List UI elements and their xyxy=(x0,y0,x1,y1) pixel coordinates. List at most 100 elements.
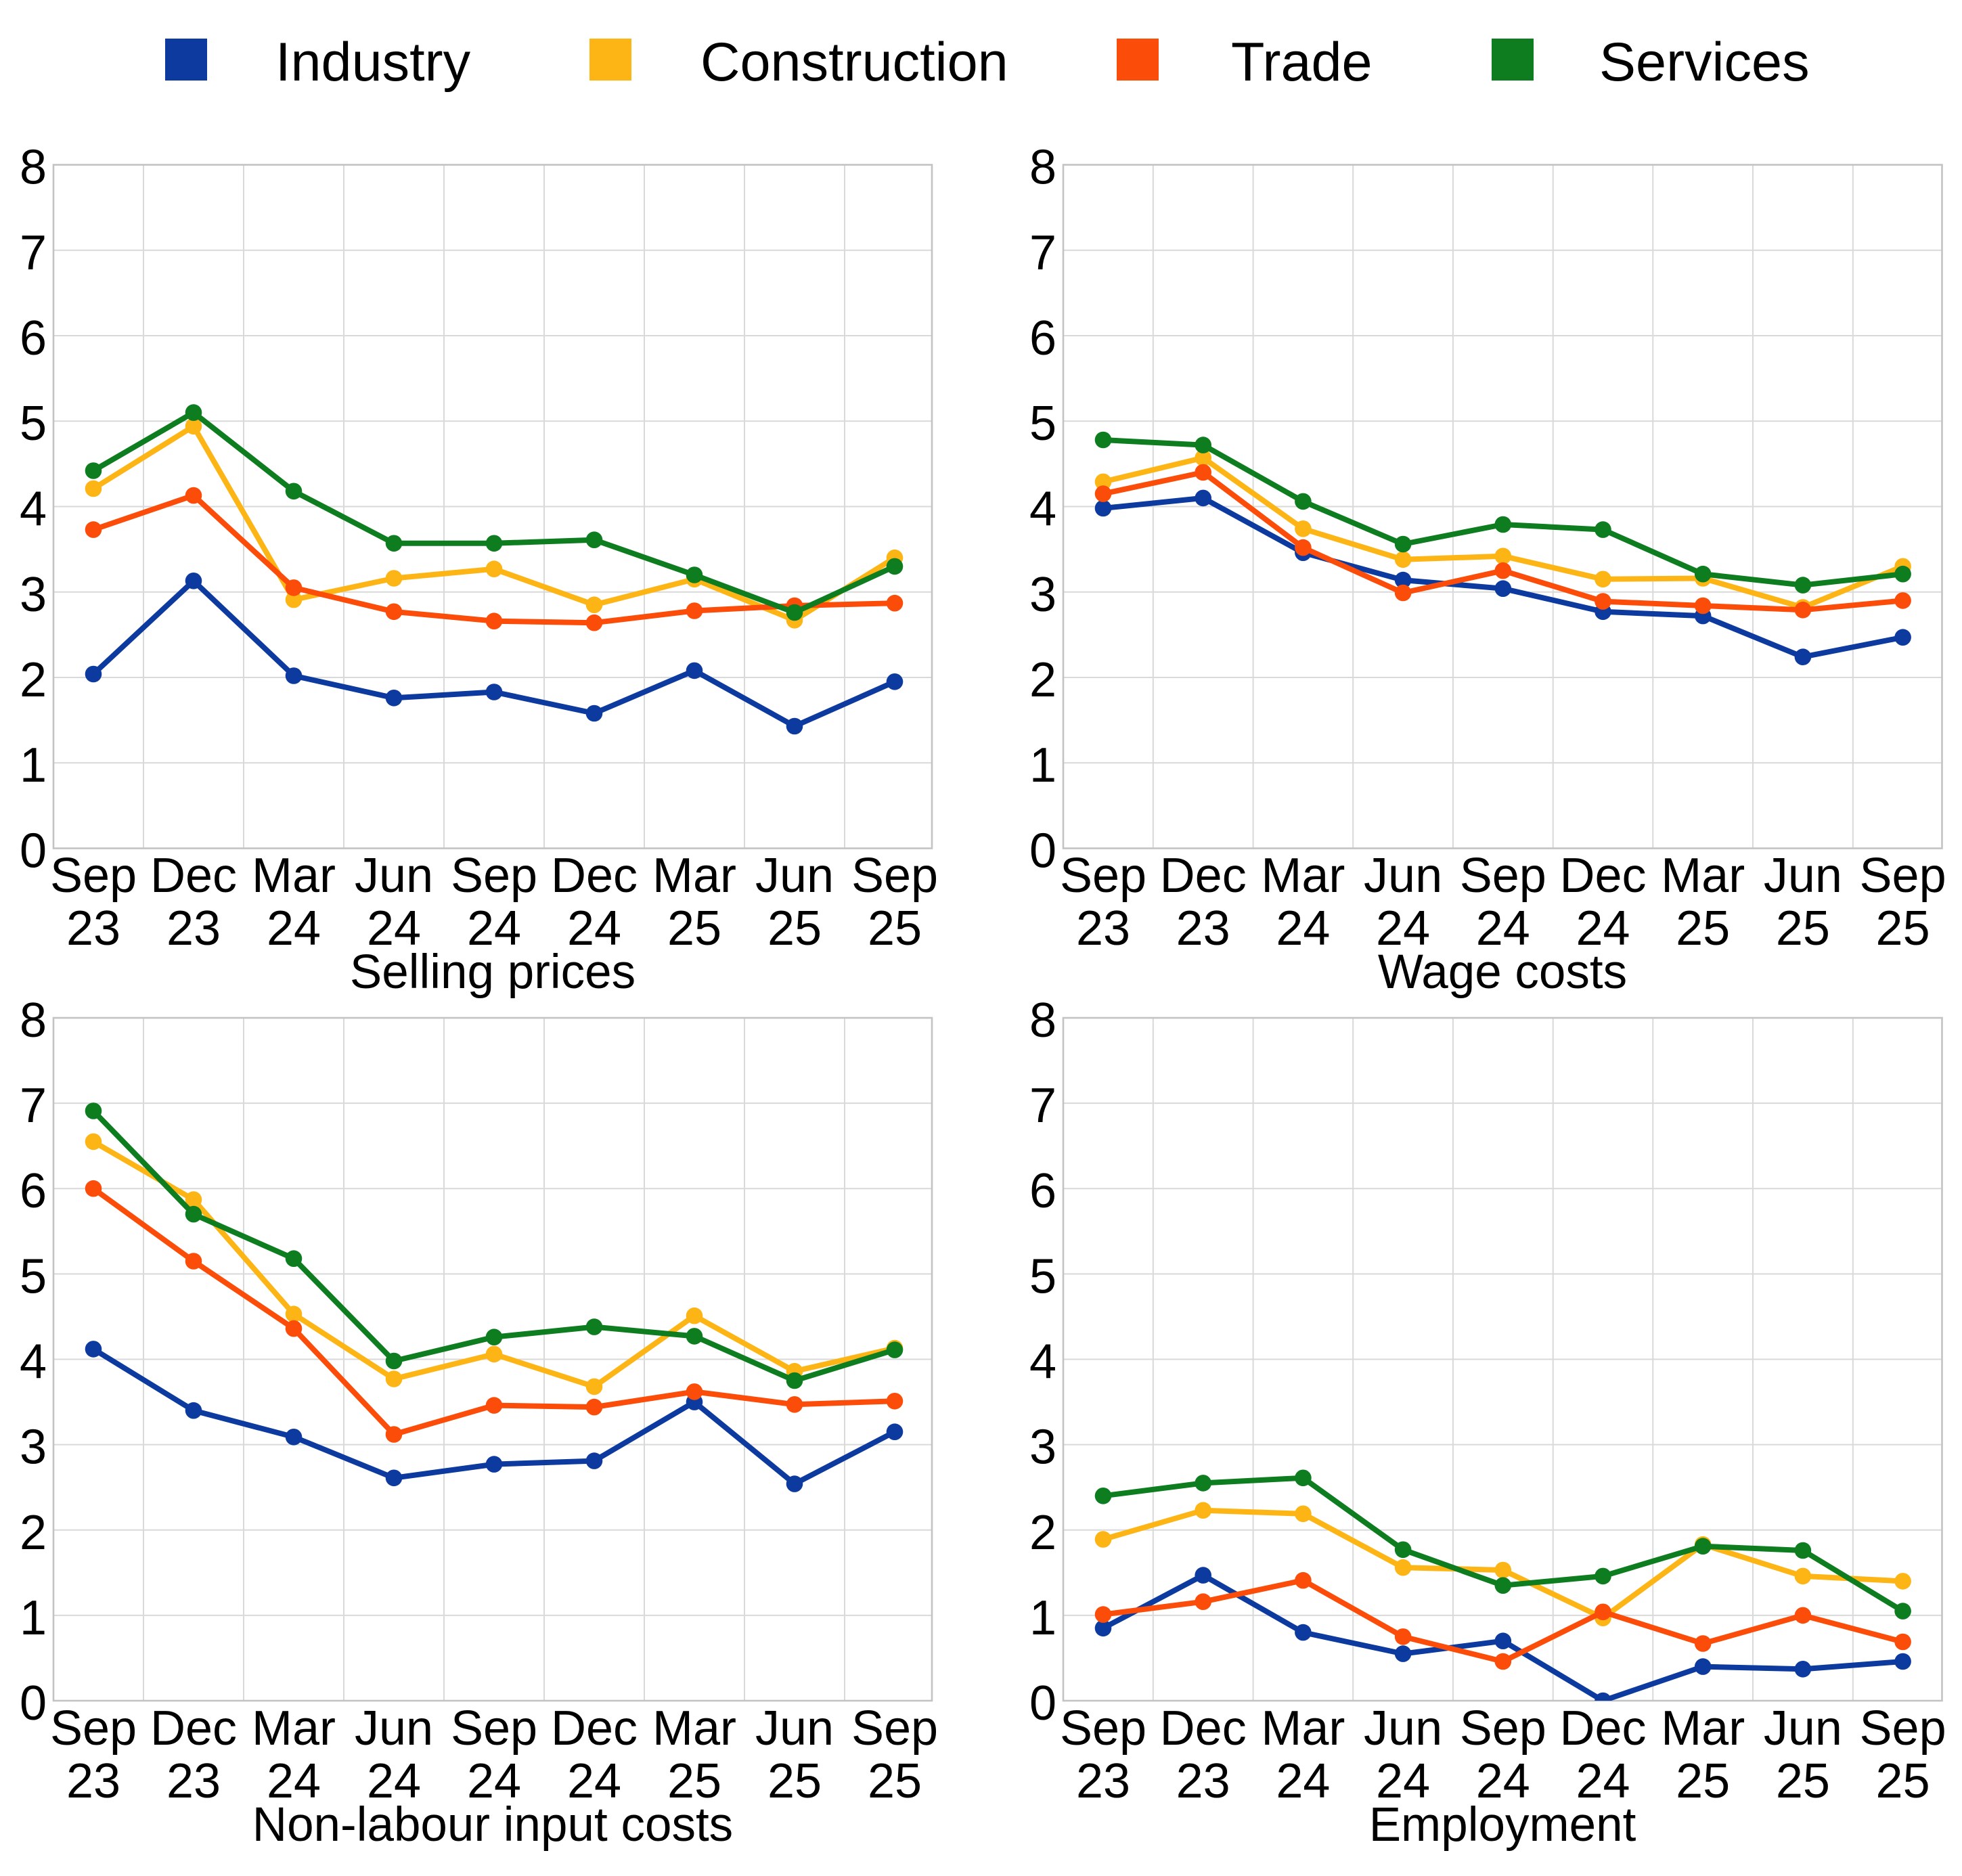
svg-text:Employment: Employment xyxy=(1369,1798,1636,1852)
svg-text:25: 25 xyxy=(1876,1754,1930,1808)
svg-text:5: 5 xyxy=(20,1249,47,1303)
svg-text:Mar: Mar xyxy=(1261,1701,1345,1756)
svg-text:2: 2 xyxy=(20,653,47,707)
svg-text:23: 23 xyxy=(1176,901,1230,956)
svg-text:4: 4 xyxy=(1029,483,1056,537)
svg-text:Sep: Sep xyxy=(1860,1701,1946,1756)
svg-text:Industry: Industry xyxy=(275,32,471,93)
svg-text:Dec: Dec xyxy=(1559,1701,1646,1756)
svg-text:23: 23 xyxy=(166,1754,221,1808)
svg-text:8: 8 xyxy=(20,141,47,195)
svg-text:Sep: Sep xyxy=(1860,849,1946,903)
svg-text:Jun: Jun xyxy=(1364,1701,1442,1756)
svg-text:4: 4 xyxy=(20,483,47,537)
svg-text:24: 24 xyxy=(1476,901,1530,956)
svg-text:3: 3 xyxy=(20,568,47,622)
svg-text:3: 3 xyxy=(1029,568,1056,622)
svg-text:24: 24 xyxy=(567,901,621,956)
svg-text:25: 25 xyxy=(667,901,721,956)
svg-text:Dec: Dec xyxy=(150,849,237,903)
svg-text:Dec: Dec xyxy=(551,849,638,903)
svg-text:24: 24 xyxy=(1576,901,1630,956)
svg-text:Sep: Sep xyxy=(1460,1701,1546,1756)
svg-text:24: 24 xyxy=(1376,1754,1430,1808)
svg-text:7: 7 xyxy=(20,226,47,280)
svg-text:Dec: Dec xyxy=(150,1701,237,1756)
svg-text:Jun: Jun xyxy=(1764,1701,1842,1756)
svg-text:2: 2 xyxy=(20,1506,47,1560)
svg-text:Jun: Jun xyxy=(1764,849,1842,903)
svg-text:Selling prices: Selling prices xyxy=(350,945,636,999)
svg-text:25: 25 xyxy=(1776,901,1830,956)
svg-text:Sep: Sep xyxy=(1060,1701,1146,1756)
svg-text:0: 0 xyxy=(1029,824,1056,878)
svg-text:23: 23 xyxy=(1076,901,1130,956)
svg-text:1: 1 xyxy=(20,738,47,792)
svg-text:25: 25 xyxy=(1676,1754,1730,1808)
svg-text:6: 6 xyxy=(20,1164,47,1218)
svg-text:Sep: Sep xyxy=(451,849,537,903)
svg-text:23: 23 xyxy=(1076,1754,1130,1808)
svg-text:24: 24 xyxy=(367,901,421,956)
svg-text:25: 25 xyxy=(667,1754,721,1808)
svg-text:2: 2 xyxy=(1029,1506,1056,1560)
svg-text:24: 24 xyxy=(567,1754,621,1808)
svg-text:24: 24 xyxy=(467,901,521,956)
svg-text:25: 25 xyxy=(767,1754,822,1808)
svg-text:24: 24 xyxy=(1376,901,1430,956)
svg-text:Sep: Sep xyxy=(1060,849,1146,903)
svg-text:Sep: Sep xyxy=(451,1701,537,1756)
svg-text:0: 0 xyxy=(1029,1676,1056,1730)
svg-text:4: 4 xyxy=(20,1335,47,1389)
svg-text:23: 23 xyxy=(1176,1754,1230,1808)
svg-text:23: 23 xyxy=(66,901,120,956)
svg-text:7: 7 xyxy=(1029,226,1056,280)
svg-text:Mar: Mar xyxy=(652,849,736,903)
svg-text:8: 8 xyxy=(20,993,47,1048)
svg-text:Mar: Mar xyxy=(1661,1701,1745,1756)
svg-text:25: 25 xyxy=(868,901,922,956)
svg-text:25: 25 xyxy=(868,1754,922,1808)
svg-text:24: 24 xyxy=(1576,1754,1630,1808)
svg-text:Dec: Dec xyxy=(1160,1701,1247,1756)
svg-text:Mar: Mar xyxy=(652,1701,736,1756)
svg-text:6: 6 xyxy=(1029,311,1056,365)
svg-text:5: 5 xyxy=(1029,1249,1056,1303)
svg-text:24: 24 xyxy=(1276,901,1330,956)
svg-text:Jun: Jun xyxy=(355,849,433,903)
svg-text:24: 24 xyxy=(267,1754,321,1808)
svg-text:3: 3 xyxy=(20,1421,47,1475)
svg-text:8: 8 xyxy=(1029,141,1056,195)
svg-text:2: 2 xyxy=(1029,653,1056,707)
svg-text:24: 24 xyxy=(367,1754,421,1808)
svg-text:Mar: Mar xyxy=(252,849,336,903)
svg-text:25: 25 xyxy=(767,901,822,956)
svg-text:Mar: Mar xyxy=(252,1701,336,1756)
svg-text:1: 1 xyxy=(20,1591,47,1645)
svg-text:5: 5 xyxy=(1029,397,1056,451)
svg-text:Sep: Sep xyxy=(851,1701,938,1756)
svg-text:24: 24 xyxy=(1476,1754,1530,1808)
svg-text:0: 0 xyxy=(20,1676,47,1730)
svg-text:25: 25 xyxy=(1876,901,1930,956)
svg-text:1: 1 xyxy=(1029,1591,1056,1645)
svg-text:24: 24 xyxy=(267,901,321,956)
svg-text:Jun: Jun xyxy=(755,1701,834,1756)
svg-text:Jun: Jun xyxy=(755,849,834,903)
svg-text:7: 7 xyxy=(20,1079,47,1133)
svg-text:Jun: Jun xyxy=(1364,849,1442,903)
svg-text:Trade: Trade xyxy=(1231,32,1373,93)
svg-text:23: 23 xyxy=(66,1754,120,1808)
svg-text:Jun: Jun xyxy=(355,1701,433,1756)
svg-text:Non-labour input costs: Non-labour input costs xyxy=(252,1798,733,1852)
svg-text:Sep: Sep xyxy=(50,1701,137,1756)
svg-text:Services: Services xyxy=(1599,32,1810,93)
svg-text:Sep: Sep xyxy=(1460,849,1546,903)
svg-text:Sep: Sep xyxy=(851,849,938,903)
svg-text:6: 6 xyxy=(1029,1164,1056,1218)
svg-text:Wage costs: Wage costs xyxy=(1378,945,1627,999)
svg-text:Dec: Dec xyxy=(551,1701,638,1756)
svg-text:5: 5 xyxy=(20,397,47,451)
svg-text:1: 1 xyxy=(1029,738,1056,792)
svg-text:7: 7 xyxy=(1029,1079,1056,1133)
